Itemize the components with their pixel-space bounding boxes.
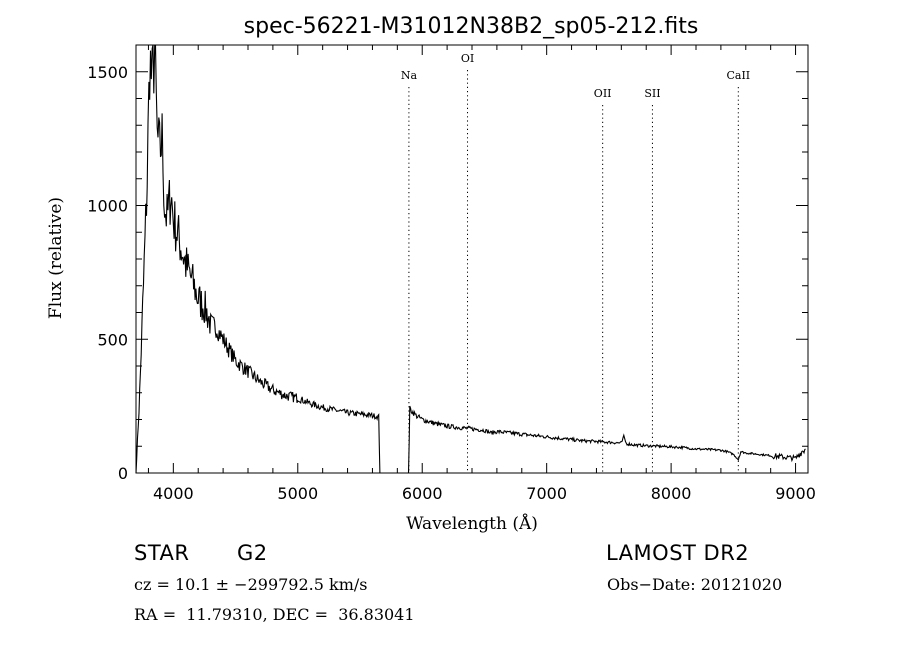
x-tick-label: 7000 bbox=[526, 484, 567, 503]
spectrum-chart: spec-56221-M31012N38B2_sp05-212.fits 400… bbox=[46, 14, 816, 534]
y-tick-label: 500 bbox=[97, 330, 128, 349]
line-label-na: Na bbox=[401, 69, 418, 82]
x-tick-label: 9000 bbox=[775, 484, 816, 503]
x-tick-label: 6000 bbox=[402, 484, 443, 503]
spectral-subclass: G2 bbox=[237, 541, 268, 565]
x-axis-label: Wavelength (Å) bbox=[406, 513, 538, 534]
obs-date: Obs−Date: 20121020 bbox=[607, 575, 783, 594]
y-tick-label: 1500 bbox=[87, 63, 128, 82]
y-tick-label: 0 bbox=[118, 464, 128, 483]
y-tick-label: 1000 bbox=[87, 197, 128, 216]
x-axis: 4000 5000 6000 7000 8000 9000 bbox=[147, 45, 816, 503]
line-label-sii: SII bbox=[644, 87, 660, 100]
coordinates: RA = 11.79310, DEC = 36.83041 bbox=[134, 605, 415, 624]
spectrum-line bbox=[135, 44, 806, 474]
line-label-oi: OI bbox=[461, 52, 474, 65]
x-tick-label: 4000 bbox=[153, 484, 194, 503]
plot-frame bbox=[135, 44, 809, 474]
chart-title: spec-56221-M31012N38B2_sp05-212.fits bbox=[244, 14, 699, 39]
survey-name: LAMOST DR2 bbox=[606, 541, 750, 565]
object-type: STAR bbox=[134, 541, 190, 565]
redshift-text: cz = 10.1 ± −299792.5 km/s bbox=[134, 575, 368, 594]
x-tick-label: 8000 bbox=[651, 484, 692, 503]
y-axis-label: Flux (relative) bbox=[46, 197, 66, 319]
line-label-caii: CaII bbox=[726, 69, 750, 82]
x-tick-label: 5000 bbox=[277, 484, 318, 503]
y-axis: 0 500 1000 1500 bbox=[87, 44, 808, 483]
line-label-oii: OII bbox=[594, 87, 612, 100]
emission-line-markers: Na OI OII SII CaII bbox=[401, 52, 750, 473]
plot-border bbox=[135, 44, 809, 474]
